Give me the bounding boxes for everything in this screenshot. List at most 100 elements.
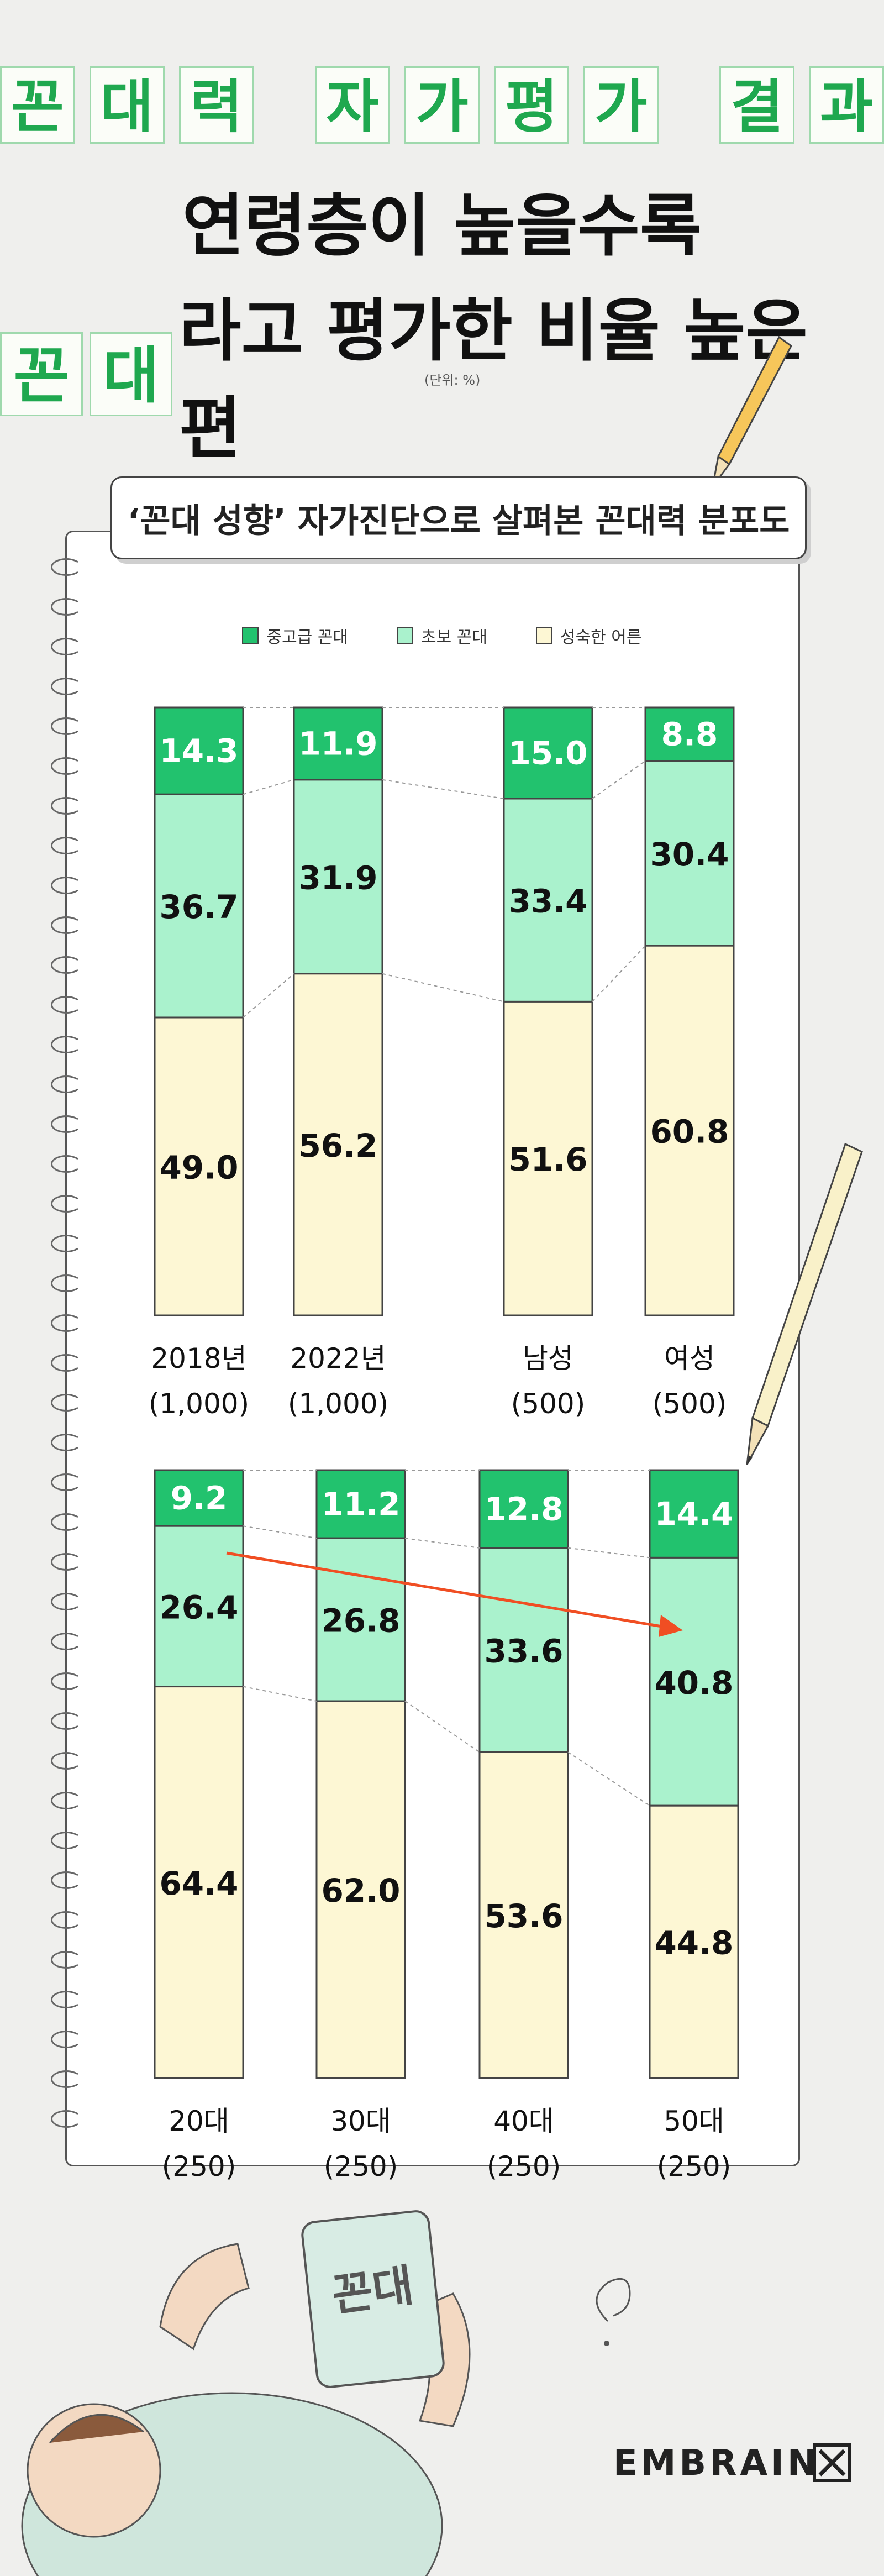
spiral-ring (51, 717, 82, 735)
sample-size-label: (1,000) (149, 1388, 249, 1420)
spiral-ring (51, 1991, 82, 2008)
bar-segment (154, 1016, 244, 1316)
spiral-ring (51, 638, 82, 655)
title-char-box: 과 (809, 66, 884, 144)
bar-segment (154, 1686, 244, 2079)
legend-item-advanced: 중고급 꼰대 (242, 623, 348, 648)
spiral-ring (51, 678, 82, 695)
spiral-ring (51, 1274, 82, 1292)
legend-swatch-mature (535, 627, 552, 644)
legend: 중고급 꼰대 초보 꼰대 성숙한 어른 (0, 623, 884, 648)
headline-char-box: 꼰 (0, 332, 83, 416)
category-label: 남성 (523, 1342, 573, 1374)
connector-line (382, 973, 504, 1003)
spiral-ring (51, 877, 82, 894)
data-label: 64.4 (159, 1865, 238, 1902)
bar-segment (293, 779, 383, 975)
headline-line-2: 연령층이 높을수록 (182, 187, 702, 265)
spiral-ring (51, 1235, 82, 1252)
data-label: 56.2 (298, 1127, 377, 1164)
spiral-ring (51, 2110, 82, 2128)
title-char-box: 력 (178, 66, 254, 144)
data-label: 53.6 (484, 1897, 563, 1935)
sample-size-label: (250) (657, 2150, 731, 2182)
trend-arrow-line (226, 1551, 669, 1629)
legend-swatch-advanced (242, 627, 259, 644)
data-label: 33.4 (508, 883, 587, 920)
bar-segment (649, 1804, 739, 2079)
connector-line (243, 779, 294, 795)
bar-segment (503, 1000, 593, 1316)
data-label: 15.0 (508, 734, 587, 772)
embrain-logo: EMBRAIN (613, 2443, 820, 2484)
data-label: 62.0 (321, 1872, 400, 1909)
sample-size-label: (500) (653, 1388, 727, 1420)
spiral-ring (51, 1394, 82, 1412)
title-box-row: 꼰 대 력 자 가 평 가 결 과 (0, 61, 884, 149)
spiral-ring (51, 797, 82, 815)
connector-line (243, 1686, 317, 1702)
bar-segment (154, 706, 244, 795)
data-label: 31.9 (298, 859, 377, 896)
unit-label: (단위: %) (424, 373, 481, 388)
data-label: 11.2 (321, 1486, 400, 1523)
data-label: 9.2 (171, 1480, 228, 1517)
category-label: 2022년 (290, 1342, 386, 1374)
category-label: 40대 (493, 2105, 554, 2137)
data-label: 49.0 (159, 1149, 238, 1187)
spiral-ring (51, 1195, 82, 1213)
title-char-box: 가 (404, 66, 480, 144)
spiral-ring (51, 598, 82, 616)
sample-size-label: (250) (487, 2150, 561, 2182)
bar-segment (293, 973, 383, 1316)
legend-label: 중고급 꼰대 (266, 628, 349, 647)
connector-line (567, 1751, 650, 1807)
spiral-ring (51, 1672, 82, 1690)
spiral-ring (51, 1513, 82, 1531)
bar-segment (154, 793, 244, 1019)
bar-segment (315, 1537, 406, 1702)
spiral-ring (51, 1792, 82, 1809)
data-label: 14.3 (159, 732, 238, 770)
spiral-ring (51, 1155, 82, 1173)
spiral-ring (51, 1951, 82, 1969)
headline-line-3: 꼰 대 라고 평가한 비율 높은 편 (0, 276, 884, 472)
spiral-ring (51, 1434, 82, 1451)
bar-segment (649, 1556, 739, 1807)
title-char-box: 결 (719, 66, 795, 144)
spiral-ring (51, 996, 82, 1014)
spiral-ring (51, 837, 82, 854)
spiral-ring (51, 1633, 82, 1650)
spiral-ring (51, 1036, 82, 1053)
headline-line-3-text: 라고 평가한 비율 높은 편 (179, 292, 808, 468)
bar-segment (154, 1525, 244, 1688)
connector-line (567, 1547, 650, 1559)
connector-line (404, 1538, 480, 1549)
legend-label: 성숙한 어른 (560, 628, 642, 647)
embrain-logo-mark-icon (813, 2443, 851, 2482)
sample-size-label: (1,000) (288, 1388, 388, 1420)
tablet-word: 꼰대 (329, 2259, 417, 2322)
data-label: 14.4 (654, 1495, 733, 1533)
spiral-ring (51, 1752, 82, 1770)
legend-item-mature: 성숙한 어른 (535, 623, 642, 648)
data-label: 26.8 (321, 1602, 400, 1640)
bar-segment (503, 798, 593, 1003)
trend-arrow-head (659, 1615, 683, 1637)
sample-size-label: (500) (511, 1388, 585, 1420)
bar-segment (315, 1469, 406, 1539)
spiral-ring (51, 558, 82, 576)
legend-swatch-beginner (397, 627, 414, 644)
sample-size-label: (250) (162, 2150, 236, 2182)
legend-item-beginner: 초보 꼰대 (397, 623, 487, 648)
title-char-box: 꼰 (0, 66, 75, 144)
connector-line (243, 1525, 317, 1539)
person-with-tablet-illustration (21, 2210, 631, 2576)
spiral-ring (51, 1593, 82, 1610)
sample-size-label: (250) (324, 2150, 398, 2182)
spiral-ring (51, 1314, 82, 1332)
title-char-box: 자 (315, 66, 391, 144)
spiral-ring (51, 956, 82, 974)
legend-label: 초보 꼰대 (421, 628, 487, 647)
